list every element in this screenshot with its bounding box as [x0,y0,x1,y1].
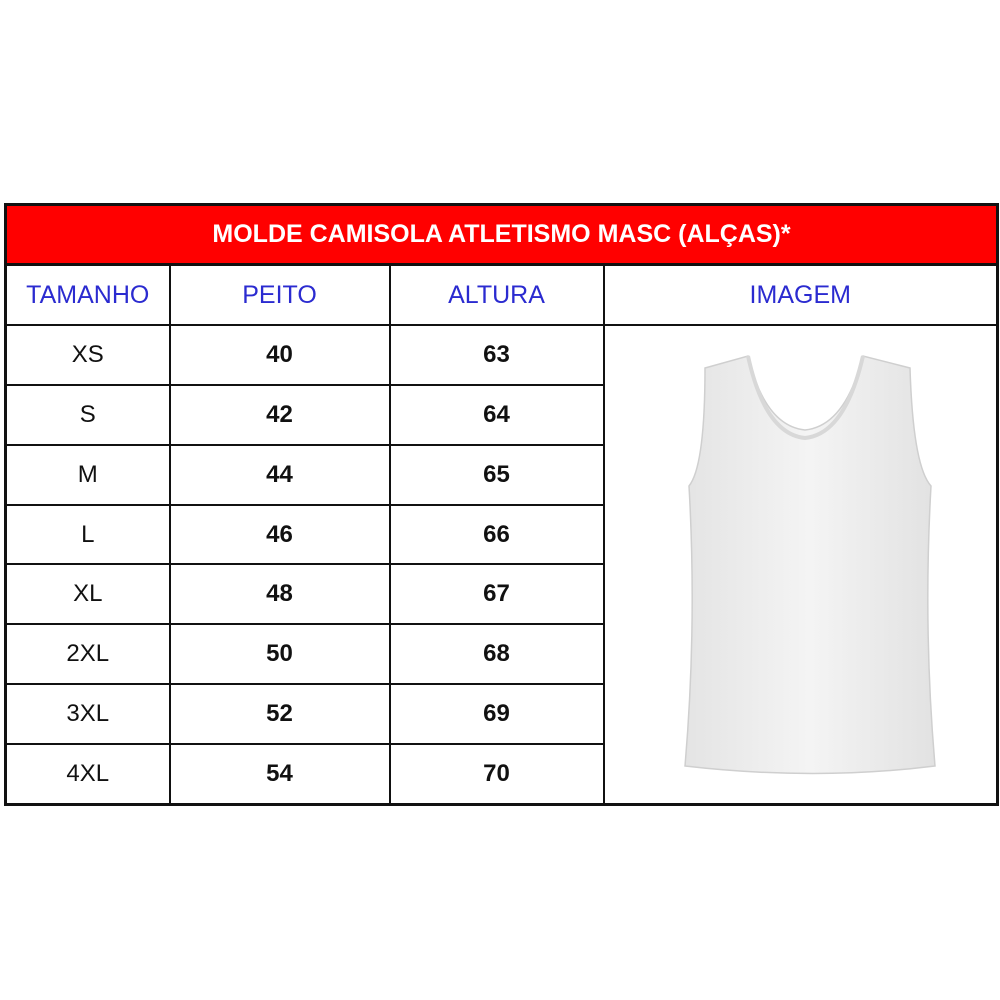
table-row: S 42 64 [4,383,998,446]
table-title: MOLDE CAMISOLA ATLETISMO MASC (ALÇAS)* [3,203,1000,266]
altura-cell: 68 [388,623,605,686]
table-row: 3XL 52 69 [4,683,998,746]
size-cell: 4XL [4,743,171,806]
header-altura: ALTURA [388,263,605,326]
peito-cell: 48 [168,563,391,626]
table-row: XS 40 63 [4,324,999,806]
size-cell: 3XL [4,683,171,746]
altura-cell: 66 [388,503,605,566]
altura-cell: 69 [388,683,605,746]
image-cell [602,324,999,806]
size-cell: 2XL [4,623,171,686]
altura-cell: 67 [388,563,605,626]
size-cell: S [4,383,171,446]
peito-cell: 50 [168,623,391,686]
size-cell: XS [4,324,171,386]
table-row: 2XL 50 68 [4,623,998,686]
peito-cell: 46 [168,503,391,566]
peito-cell: 42 [168,383,391,446]
header-peito: PEITO [168,263,391,326]
table-row: M 44 65 [4,443,998,506]
peito-cell: 54 [168,743,391,806]
table-row: XL 48 67 [4,563,998,626]
altura-cell: 65 [388,443,605,506]
size-cell: L [4,503,171,566]
tank-top-image [684,355,937,775]
altura-cell: 64 [388,383,605,446]
size-chart-table: MOLDE CAMISOLA ATLETISMO MASC (ALÇAS)* T… [3,203,1000,806]
table-row: 4XL 54 70 [4,743,998,806]
altura-cell: 70 [388,743,605,806]
size-cell: M [4,443,171,506]
peito-cell: 40 [168,324,391,386]
peito-cell: 52 [168,683,391,746]
size-cell: XL [4,563,171,626]
peito-cell: 44 [168,443,391,506]
header-imagem: IMAGEM [602,263,999,326]
table-row: L 46 66 [4,503,998,566]
altura-cell: 63 [388,324,605,386]
header-tamanho: TAMANHO [4,263,171,326]
